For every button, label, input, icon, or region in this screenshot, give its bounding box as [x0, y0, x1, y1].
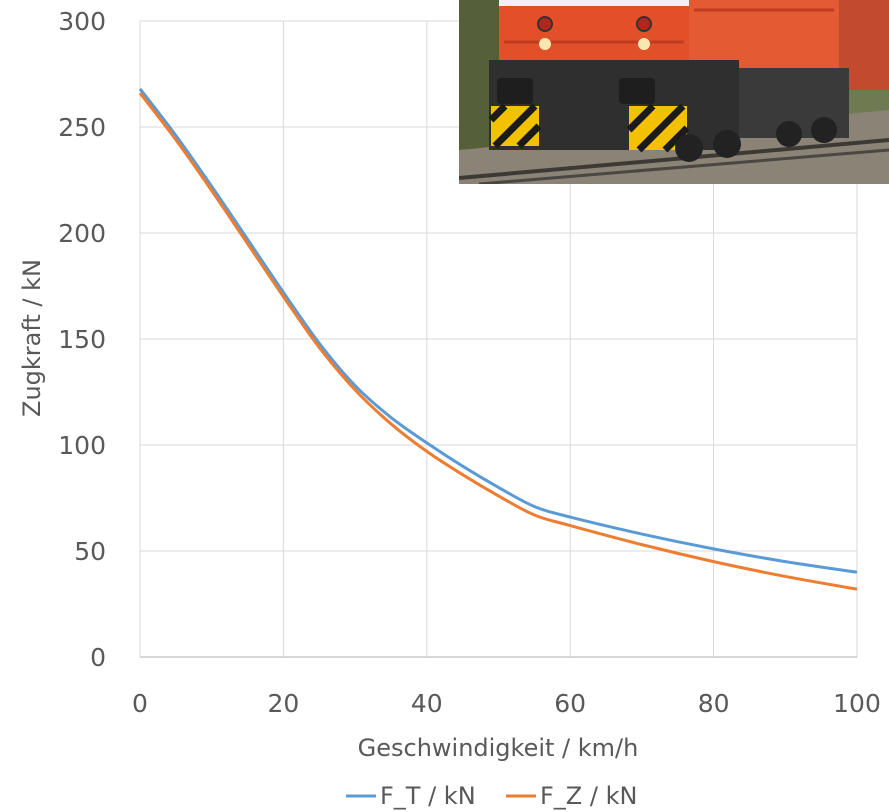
- x-tick-label: 0: [132, 689, 148, 718]
- lamp-left-red: [537, 16, 553, 32]
- x-tick-label: 20: [267, 689, 299, 718]
- locomotive-cab: [689, 0, 839, 70]
- x-tick-label: 80: [698, 689, 730, 718]
- x-tick-labels: 0 20 40 60 80 100: [132, 689, 881, 718]
- locomotive-illustration: [459, 0, 889, 184]
- y-axis-title: Zugkraft / kN: [18, 259, 46, 417]
- legend-label-f-t: F_T / kN: [380, 782, 476, 810]
- y-tick-label: 0: [90, 643, 106, 672]
- y-tick-label: 300: [58, 7, 106, 36]
- lamp-right-white: [638, 38, 650, 50]
- x-tick-label: 60: [554, 689, 586, 718]
- wheel: [675, 134, 703, 162]
- series-lines: [138, 87, 858, 591]
- y-tick-label: 100: [58, 431, 106, 460]
- lamp-right-red: [636, 16, 652, 32]
- y-tick-label: 200: [58, 219, 106, 248]
- x-axis-title: Geschwindigkeit / km/h: [358, 734, 639, 762]
- y-tick-label: 250: [58, 113, 106, 142]
- y-tick-labels: 0 50 100 150 200 250 300: [58, 7, 106, 672]
- lamp-left-white: [539, 38, 551, 50]
- x-tick-label: 40: [411, 689, 443, 718]
- legend: F_T / kN F_Z / kN: [346, 782, 637, 810]
- y-tick-label: 150: [58, 325, 106, 354]
- x-tick-label: 100: [833, 689, 881, 718]
- y-tick-label: 50: [74, 537, 106, 566]
- legend-label-f-z: F_Z / kN: [540, 782, 637, 810]
- locomotive-hood: [499, 0, 689, 60]
- locomotive-photo: [459, 0, 889, 184]
- rail: [459, 138, 889, 180]
- series-line-f-t: [138, 87, 858, 574]
- buffer-right: [619, 78, 655, 104]
- series-line-f-z: [138, 92, 858, 591]
- buffer-left: [497, 78, 533, 104]
